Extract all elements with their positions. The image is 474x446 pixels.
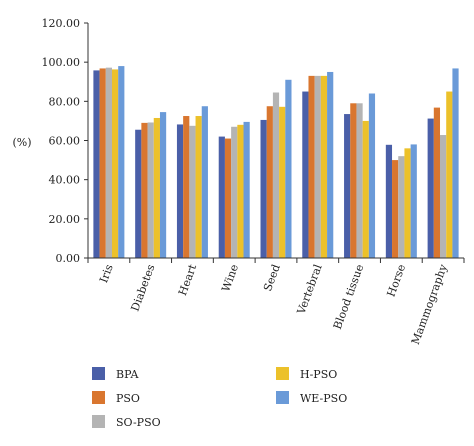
bar	[189, 125, 196, 258]
x-tick-label: Blood tissue	[331, 263, 367, 332]
bar	[410, 144, 417, 258]
legend-swatch	[276, 367, 289, 380]
bar	[195, 116, 202, 258]
bar	[433, 107, 441, 258]
x-tick-label: Wine	[219, 263, 241, 294]
bar	[147, 122, 154, 258]
x-tick-label: Horse	[384, 263, 408, 299]
bar	[398, 156, 405, 258]
y-tick-label: 80.00	[49, 95, 81, 108]
x-tick-label: Mammography	[409, 262, 450, 347]
x-tick-label: Vertebral	[294, 262, 325, 317]
bar	[153, 117, 160, 259]
bar	[237, 124, 244, 258]
bar	[320, 75, 328, 258]
bar	[231, 126, 238, 259]
bar	[111, 69, 119, 258]
bar	[141, 122, 148, 258]
bar	[362, 120, 369, 259]
bar	[99, 68, 106, 258]
bar	[285, 79, 292, 259]
bar	[385, 144, 393, 258]
bar	[218, 136, 225, 258]
y-tick-label: 100.00	[42, 56, 81, 69]
legend-label: WE-PSO	[300, 392, 347, 405]
bar	[308, 75, 315, 258]
bar	[224, 138, 232, 258]
legend-label: SO-PSO	[116, 416, 161, 429]
bars	[93, 66, 459, 259]
bar	[183, 116, 190, 258]
bar	[344, 114, 351, 258]
legend-label: PSO	[116, 392, 140, 405]
bar	[105, 67, 112, 259]
bar	[327, 71, 334, 258]
bar	[260, 119, 267, 258]
y-tick-label: 60.00	[49, 135, 81, 148]
bar	[356, 103, 363, 259]
bar	[368, 93, 376, 258]
bar	[118, 66, 125, 258]
x-tick-label: Iris	[97, 262, 116, 284]
bar	[427, 118, 434, 258]
bar	[266, 106, 273, 259]
bar	[302, 91, 309, 259]
bar	[314, 75, 321, 258]
x-tick-label: Seed	[261, 263, 283, 293]
y-tick-label: 20.00	[49, 213, 81, 226]
bar	[279, 106, 286, 258]
bar	[452, 68, 459, 258]
bar	[243, 121, 250, 258]
bar	[392, 160, 399, 258]
y-tick-label: 0.00	[56, 252, 81, 265]
bar	[404, 148, 411, 258]
bar	[135, 129, 142, 258]
y-axis-label: (%)	[12, 136, 31, 149]
legend-swatch	[276, 391, 289, 404]
bar	[159, 112, 167, 259]
bar	[446, 91, 453, 259]
legend-label: BPA	[116, 368, 139, 381]
legend-swatch	[92, 415, 105, 428]
bar	[272, 92, 280, 258]
y-axis: 0.00 20.00 40.00 60.00 80.00 100.00 120.00	[42, 17, 89, 265]
legend-swatch	[92, 367, 105, 380]
bar	[93, 70, 100, 259]
bar	[350, 103, 357, 259]
legend-swatch	[92, 391, 105, 404]
x-axis: Iris Diabetes Heart Wine Seed Vertebral Blood …	[87, 257, 465, 347]
legend: BPA PSO SO-PSO H-PSO WE-PSO	[92, 367, 347, 429]
x-tick-label: Heart	[176, 262, 199, 297]
y-tick-label: 40.00	[49, 174, 81, 187]
bar	[440, 135, 447, 258]
bar	[201, 106, 208, 259]
x-tick-label: Diabetes	[129, 262, 158, 313]
legend-label: H-PSO	[300, 368, 337, 381]
bar	[176, 124, 184, 258]
y-tick-label: 120.00	[42, 17, 81, 30]
